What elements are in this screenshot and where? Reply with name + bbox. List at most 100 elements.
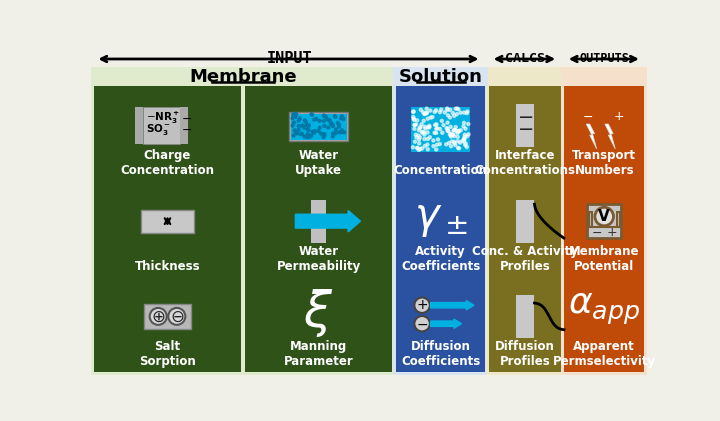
Circle shape [463, 136, 466, 139]
Circle shape [331, 125, 334, 128]
Text: CALCS: CALCS [505, 52, 545, 65]
Circle shape [307, 129, 310, 132]
Text: $+$: $+$ [606, 226, 618, 239]
Text: $\gamma_\pm$: $\gamma_\pm$ [414, 197, 467, 239]
Circle shape [413, 140, 417, 143]
Circle shape [341, 115, 343, 117]
Circle shape [454, 125, 457, 128]
Circle shape [462, 125, 465, 128]
Circle shape [303, 135, 306, 138]
Bar [94, 181, 241, 277]
Text: $\alpha_{app}$: $\alpha_{app}$ [568, 292, 640, 328]
Circle shape [449, 108, 451, 112]
Circle shape [423, 112, 426, 116]
Circle shape [412, 110, 415, 113]
Bar [616, 212, 620, 227]
Text: $-$: $-$ [591, 226, 602, 239]
Text: $\mathbf{SO_3^-}$: $\mathbf{SO_3^-}$ [145, 122, 171, 137]
Text: $-$: $-$ [517, 118, 534, 137]
Circle shape [330, 122, 332, 125]
Circle shape [423, 125, 427, 128]
Circle shape [340, 117, 343, 120]
Circle shape [419, 108, 423, 111]
Circle shape [456, 147, 460, 149]
FancyArrow shape [431, 301, 474, 310]
Circle shape [457, 108, 460, 111]
Circle shape [299, 125, 301, 128]
Circle shape [326, 118, 329, 121]
Circle shape [322, 136, 325, 139]
Circle shape [297, 125, 300, 128]
Circle shape [310, 113, 313, 116]
Circle shape [310, 113, 312, 116]
Circle shape [457, 130, 460, 133]
Circle shape [315, 117, 318, 120]
Circle shape [307, 124, 310, 127]
Circle shape [435, 131, 438, 134]
Circle shape [447, 130, 450, 133]
Circle shape [423, 112, 426, 115]
Circle shape [463, 133, 467, 136]
Bar [245, 86, 392, 181]
Bar [489, 277, 561, 372]
Bar [245, 277, 392, 372]
Circle shape [446, 107, 449, 110]
Circle shape [415, 123, 418, 126]
Bar [589, 212, 592, 227]
Circle shape [435, 127, 438, 131]
Circle shape [303, 119, 306, 122]
Text: Activity
Coefficients: Activity Coefficients [401, 245, 480, 272]
Circle shape [428, 125, 431, 129]
Text: OUTPUTS: OUTPUTS [580, 52, 629, 65]
Circle shape [442, 123, 445, 127]
Circle shape [418, 138, 420, 141]
Circle shape [414, 298, 430, 313]
Circle shape [335, 132, 338, 134]
Circle shape [292, 121, 295, 124]
Circle shape [448, 141, 451, 144]
Circle shape [451, 140, 454, 143]
Circle shape [446, 114, 449, 117]
Circle shape [456, 130, 459, 133]
Circle shape [595, 207, 613, 226]
Bar [94, 277, 241, 372]
Circle shape [342, 117, 345, 120]
Circle shape [294, 112, 297, 115]
Circle shape [455, 113, 459, 116]
Circle shape [445, 127, 449, 130]
Circle shape [423, 133, 426, 136]
Circle shape [295, 132, 298, 135]
Polygon shape [586, 124, 597, 149]
Circle shape [418, 136, 421, 139]
Circle shape [466, 135, 469, 138]
Bar [90, 51, 648, 67]
Circle shape [426, 117, 429, 120]
Circle shape [456, 140, 459, 143]
Text: INPUT: INPUT [266, 51, 312, 66]
Text: Interface
Concentrations: Interface Concentrations [474, 149, 576, 177]
Circle shape [338, 131, 341, 134]
Circle shape [464, 144, 467, 147]
Circle shape [417, 134, 420, 137]
Circle shape [418, 147, 422, 151]
Circle shape [467, 133, 470, 136]
Circle shape [297, 128, 300, 131]
Circle shape [451, 133, 454, 136]
Circle shape [433, 110, 436, 113]
Circle shape [462, 137, 466, 141]
Circle shape [446, 129, 449, 132]
Circle shape [457, 129, 460, 133]
Text: $-$: $-$ [416, 317, 428, 331]
Circle shape [323, 114, 325, 117]
Circle shape [307, 134, 310, 137]
Bar [588, 204, 621, 238]
Bar [311, 200, 326, 243]
Circle shape [294, 115, 297, 118]
Circle shape [313, 131, 315, 134]
Circle shape [464, 142, 467, 145]
Circle shape [323, 120, 325, 122]
Circle shape [332, 132, 334, 135]
Circle shape [426, 148, 429, 151]
Circle shape [415, 147, 419, 149]
Text: V: V [598, 209, 610, 224]
